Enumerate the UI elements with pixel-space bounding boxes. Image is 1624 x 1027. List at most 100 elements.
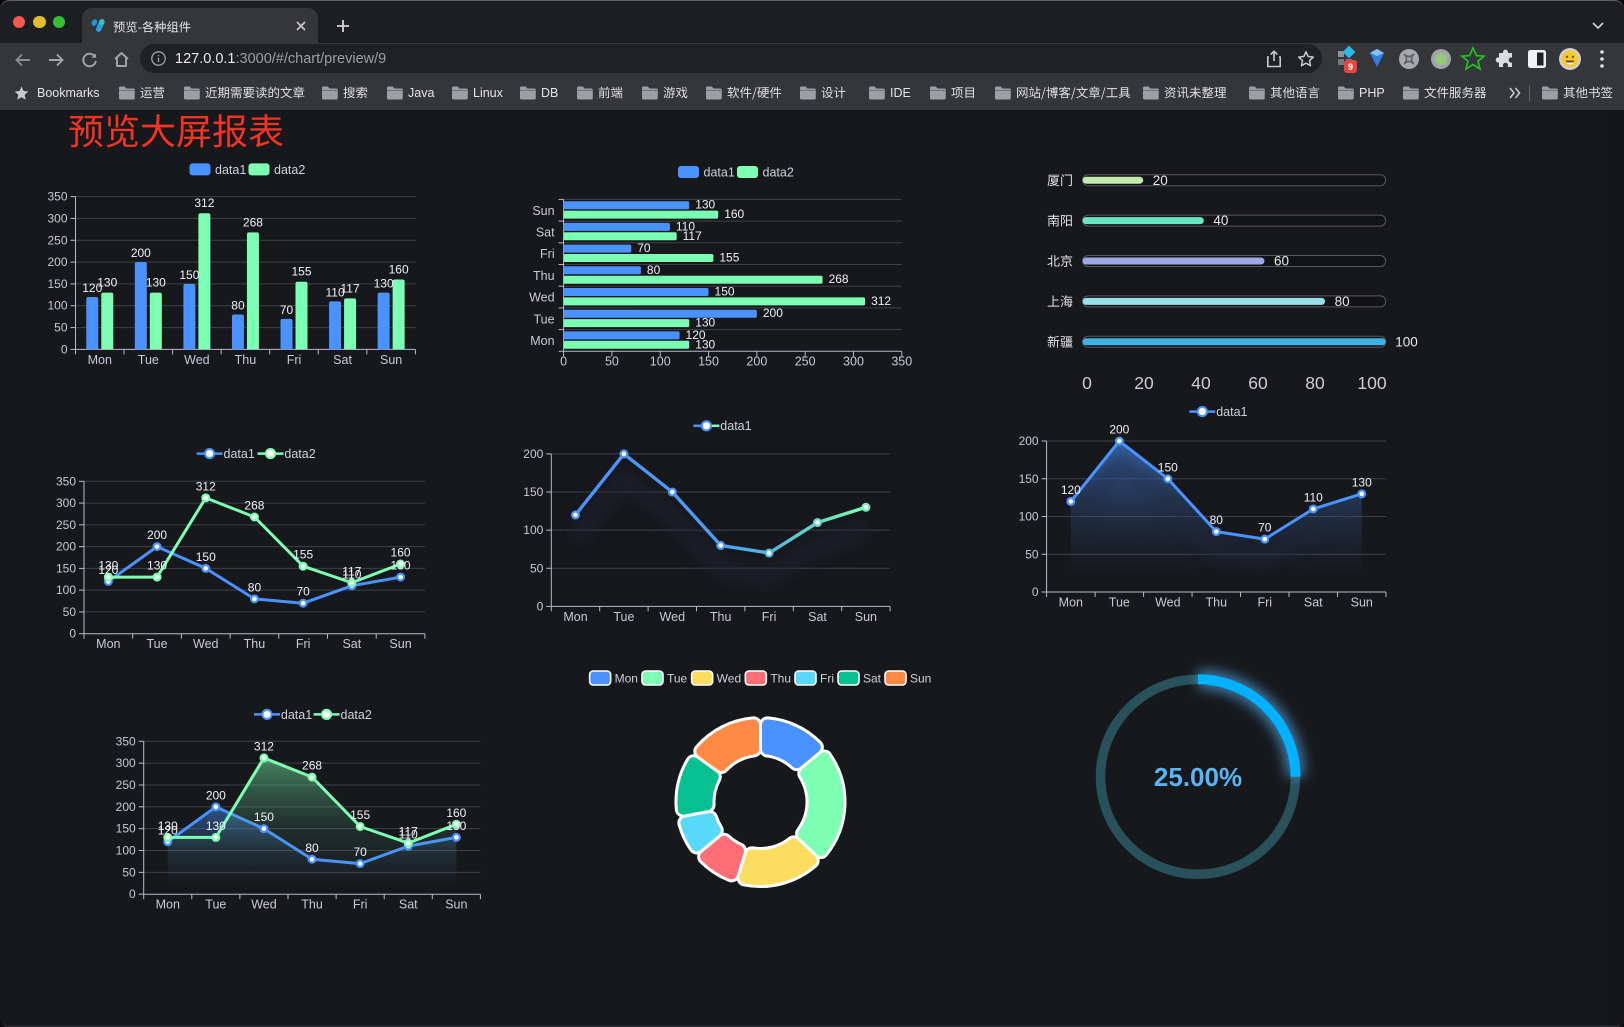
svg-text:Tue: Tue [147,637,168,651]
svg-text:268: 268 [243,215,263,229]
svg-text:Mon: Mon [88,353,112,367]
svg-text:Sat: Sat [342,637,361,651]
svg-text:Mon: Mon [615,671,638,685]
svg-text:Sun: Sun [445,898,467,912]
svg-text:120: 120 [1061,483,1081,497]
svg-text:Sun: Sun [532,204,554,218]
svg-text:100: 100 [1357,373,1386,393]
svg-text:Mon: Mon [1059,596,1083,610]
svg-text:Fri: Fri [540,247,555,261]
svg-text:40: 40 [1213,213,1228,228]
svg-text:Mon: Mon [530,334,554,348]
svg-text:Tue: Tue [613,610,634,624]
svg-text:0: 0 [61,342,68,356]
svg-text:DB: DB [541,86,558,100]
svg-text:110: 110 [399,828,418,842]
svg-text:0: 0 [69,627,76,641]
svg-text:Sat: Sat [536,225,555,239]
svg-text:160: 160 [724,207,744,221]
svg-text:data2: data2 [274,163,305,177]
svg-text:155: 155 [719,251,739,265]
svg-text:Thu: Thu [1206,596,1228,610]
svg-text:Fri: Fri [287,353,302,367]
svg-text:120: 120 [686,328,706,342]
svg-text:Wed: Wed [184,353,210,367]
svg-text:9: 9 [1348,62,1353,72]
svg-text:130: 130 [695,337,715,351]
svg-text:250: 250 [795,354,816,368]
svg-text:130: 130 [695,198,715,212]
svg-text:200: 200 [47,255,67,269]
svg-text:155: 155 [293,548,313,562]
svg-text:data2: data2 [341,708,372,722]
svg-text:120: 120 [158,823,178,837]
svg-text:20: 20 [1134,373,1154,393]
svg-text:150: 150 [698,354,719,368]
svg-text:110: 110 [342,567,361,581]
svg-text:120: 120 [98,563,118,577]
svg-text:200: 200 [1109,423,1129,437]
svg-text:150: 150 [56,561,76,575]
svg-text:110: 110 [1304,490,1323,504]
svg-text:117: 117 [683,229,702,243]
svg-text:Sun: Sun [910,671,931,685]
svg-text:312: 312 [254,739,274,753]
svg-text:100: 100 [1019,510,1039,524]
svg-text:Tue: Tue [534,312,555,326]
svg-text:20: 20 [1153,173,1168,188]
svg-text:70: 70 [280,303,294,317]
svg-text:70: 70 [353,845,367,859]
svg-text:0: 0 [560,354,567,368]
svg-text:Sun: Sun [389,637,411,651]
svg-text:data1: data1 [704,166,735,180]
svg-text:80: 80 [231,298,245,312]
svg-text:200: 200 [523,447,543,461]
svg-text:data1: data1 [281,708,312,722]
svg-text:70: 70 [637,241,651,255]
svg-text:Java: Java [408,86,434,100]
svg-text:130: 130 [1352,475,1372,489]
svg-text:80: 80 [1305,373,1325,393]
svg-text:50: 50 [1025,547,1039,561]
svg-text:Thu: Thu [710,610,732,624]
svg-text:350: 350 [891,354,912,368]
svg-text:Wed: Wed [193,637,219,651]
svg-text:Fri: Fri [820,671,834,685]
svg-text:Wed: Wed [717,671,741,685]
svg-text:0: 0 [1032,585,1039,599]
svg-text:100: 100 [650,354,671,368]
svg-text:117: 117 [340,281,359,295]
svg-text:Mon: Mon [156,898,180,912]
svg-text:350: 350 [116,734,136,748]
svg-text:0: 0 [537,599,544,613]
svg-text:Wed: Wed [1155,596,1181,610]
svg-text:Tue: Tue [1109,596,1130,610]
svg-text:Fri: Fri [353,898,368,912]
svg-text:Mon: Mon [563,610,587,624]
svg-text:Thu: Thu [235,353,257,367]
svg-text:268: 268 [829,272,849,286]
svg-text:IDE: IDE [890,86,911,100]
svg-text:Bookmarks: Bookmarks [37,86,100,100]
svg-text:80: 80 [1335,294,1350,309]
svg-text:Linux: Linux [473,86,504,100]
svg-text:60: 60 [1274,254,1289,269]
svg-text:200: 200 [206,788,226,802]
svg-text:130: 130 [391,559,411,573]
svg-text:Sat: Sat [863,671,882,685]
svg-text:Sun: Sun [1351,596,1373,610]
svg-text:Thu: Thu [244,637,266,651]
svg-text:100: 100 [523,523,543,537]
svg-text:PHP: PHP [1359,86,1385,100]
svg-text:250: 250 [47,233,67,247]
svg-text:Fri: Fri [762,610,777,624]
svg-text:Wed: Wed [251,898,277,912]
svg-text:130: 130 [158,819,178,833]
svg-text:0: 0 [129,887,136,901]
svg-text:300: 300 [47,211,67,225]
svg-text:40: 40 [1191,373,1211,393]
svg-text:100: 100 [116,844,136,858]
svg-text:data1: data1 [215,163,246,177]
svg-text:155: 155 [350,808,370,822]
svg-text:130: 130 [97,276,117,290]
